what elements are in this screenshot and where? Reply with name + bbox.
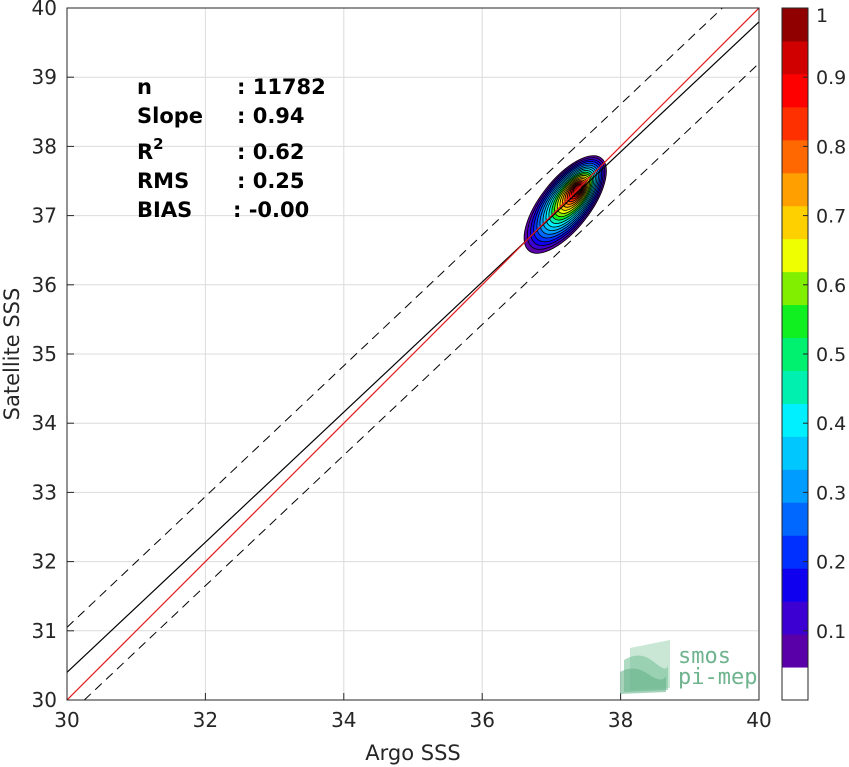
y-tick-label: 32 xyxy=(32,550,57,574)
stat-n-value: : 11782 xyxy=(237,75,326,99)
fit-line xyxy=(67,21,759,673)
x-tick-label: 36 xyxy=(469,708,494,732)
logo-line2: pi-mep xyxy=(678,665,757,690)
colorbar-swatch xyxy=(782,502,808,536)
colorbar-tick-label: 0.8 xyxy=(816,136,846,158)
stat-n-label: n xyxy=(137,75,152,99)
identity-line xyxy=(67,8,759,700)
smos-pi-mep-logo: smos pi-mep xyxy=(620,640,757,694)
colorbar-swatch xyxy=(782,667,808,701)
colorbar-swatch xyxy=(782,304,808,339)
colorbar-swatch xyxy=(782,40,808,75)
colorbar-ticks: 0.1 0.2 0.3 0.4 0.5 0.6 0.7 0.8 0.9 1 xyxy=(803,5,846,643)
colorbar-swatch xyxy=(782,403,808,437)
colorbar-swatch xyxy=(782,238,808,273)
y-tick-label: 34 xyxy=(32,411,57,435)
grid xyxy=(66,7,760,701)
x-tick-label: 40 xyxy=(746,708,771,732)
y-tick-label: 31 xyxy=(32,619,57,643)
colorbar-tick-label: 0.9 xyxy=(816,67,846,89)
x-tick-label: 32 xyxy=(193,708,218,732)
colorbar-swatch xyxy=(782,469,808,503)
colorbar-swatch xyxy=(782,535,808,569)
y-tick-label: 37 xyxy=(32,204,57,228)
y-tick-label: 36 xyxy=(32,273,57,297)
stat-rms-label: RMS xyxy=(137,169,189,193)
colorbar-tick-label: 0.3 xyxy=(816,482,846,504)
y-tick-label: 38 xyxy=(32,134,57,158)
stat-r2-sup: 2 xyxy=(153,135,163,153)
colorbar-swatch xyxy=(782,436,808,470)
y-tick-label: 30 xyxy=(32,688,57,712)
stat-r2-label: R2 xyxy=(137,135,164,164)
colorbar-tick-label: 0.1 xyxy=(816,621,846,643)
colorbar-swatch xyxy=(782,271,808,306)
y-tick-label: 39 xyxy=(32,65,57,89)
stat-bias-label: BIAS xyxy=(137,198,192,222)
colorbar-tick-label: 0.7 xyxy=(816,206,846,228)
stat-bias-value: : -0.00 xyxy=(233,198,309,222)
logo-line1: smos xyxy=(678,644,731,669)
x-axis-label: Argo SSS xyxy=(365,741,460,765)
stat-r2-base: R xyxy=(137,140,153,164)
colorbar-tick-label: 0.5 xyxy=(816,344,846,366)
y-ticks: 30 31 32 33 34 35 36 37 38 39 40 xyxy=(32,0,74,712)
stats-block: n : 11782 Slope : 0.94 R2 : 0.62 RMS : 0… xyxy=(137,75,326,222)
colorbar-swatch xyxy=(782,172,808,207)
colorbar-swatch xyxy=(782,634,808,668)
stat-slope-label: Slope xyxy=(137,104,203,128)
y-tick-label: 33 xyxy=(32,480,57,504)
y-tick-label: 35 xyxy=(32,342,57,366)
colorbar-swatch xyxy=(782,8,808,42)
x-tick-label: 38 xyxy=(608,708,633,732)
colorbar-swatch xyxy=(782,106,808,141)
stat-slope-value: : 0.94 xyxy=(237,104,305,128)
upper-bound-line xyxy=(67,8,724,628)
colorbar-tick-label: 1 xyxy=(816,5,828,27)
reference-lines xyxy=(67,8,759,700)
lower-bound-line xyxy=(83,62,759,700)
colorbar-tick-label: 0.2 xyxy=(816,552,846,574)
stat-r2-value: : 0.62 xyxy=(237,140,305,164)
y-axis-label: Satellite SSS xyxy=(0,288,24,421)
colorbar-swatch xyxy=(782,139,808,174)
colorbar-swatch xyxy=(782,568,808,602)
colorbar-swatch xyxy=(782,205,808,240)
colorbar-tick-label: 0.4 xyxy=(816,413,846,435)
stat-rms-value: : 0.25 xyxy=(237,169,305,193)
x-tick-label: 30 xyxy=(54,708,79,732)
colorbar-swatch xyxy=(782,601,808,635)
logo-waves-icon xyxy=(620,640,670,694)
colorbar-swatch xyxy=(782,370,808,404)
x-tick-label: 34 xyxy=(331,708,356,732)
x-ticks: 30 32 34 36 38 40 xyxy=(54,693,772,732)
colorbar-swatch xyxy=(782,73,808,108)
y-tick-label: 40 xyxy=(32,0,57,20)
colorbar-tick-label: 0.6 xyxy=(816,275,846,297)
colorbar xyxy=(781,7,809,701)
